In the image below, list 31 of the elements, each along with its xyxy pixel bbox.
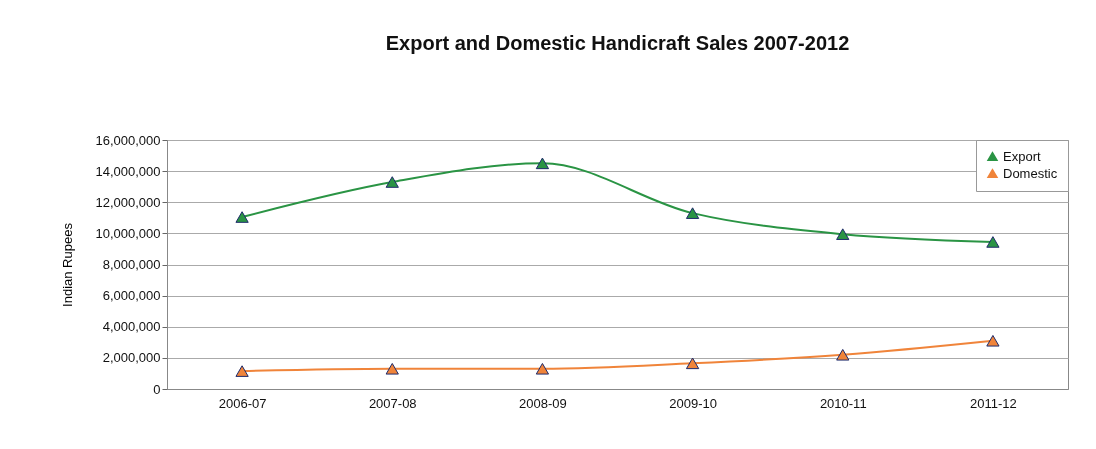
- y-axis-title: Indian Rupees: [60, 222, 76, 307]
- point: [986, 334, 1000, 347]
- point: [535, 362, 550, 375]
- point: [685, 207, 700, 219]
- y-tick-label: 6,000,000: [102, 288, 161, 304]
- point: [685, 357, 700, 370]
- y-tick-label: 10,000,000: [95, 225, 161, 241]
- point: [235, 365, 249, 377]
- x-tick-label: 2010-11: [819, 395, 867, 411]
- x-tick-label: 2006-07: [218, 395, 267, 411]
- legend-label: Export: [1003, 148, 1041, 164]
- point: [235, 211, 249, 223]
- point: [836, 348, 850, 361]
- x-tick-label: 2008-09: [519, 395, 567, 411]
- y-tick-label: 4,000,000: [102, 319, 161, 335]
- y-tick-label: 0: [153, 381, 161, 397]
- x-tick-label: 2007-08: [368, 395, 417, 411]
- point: [385, 362, 399, 375]
- point: [535, 157, 550, 170]
- point: [986, 236, 1000, 248]
- legend-label: Domestic: [1003, 165, 1058, 181]
- y-tick-label: 2,000,000: [102, 350, 161, 366]
- point: [836, 228, 850, 240]
- x-tick-label: 2009-10: [669, 395, 717, 411]
- y-tick-label: 16,000,000: [95, 132, 161, 148]
- y-tick-label: 14,000,000: [95, 163, 161, 179]
- y-tick-label: 12,000,000: [95, 194, 161, 210]
- point: [385, 176, 399, 188]
- chart-title: Export and Domestic Handicraft Sales 2007-2012: [385, 32, 850, 54]
- x-tick-label: 2011-12: [970, 395, 1017, 411]
- y-tick-label: 8,000,000: [102, 257, 161, 272]
